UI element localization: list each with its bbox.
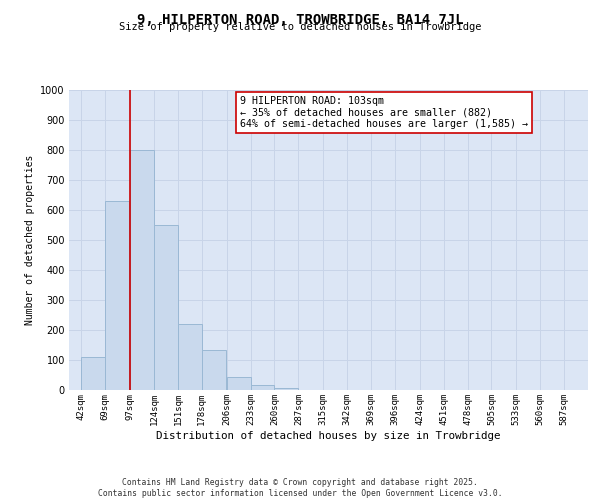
- Text: Contains HM Land Registry data © Crown copyright and database right 2025.
Contai: Contains HM Land Registry data © Crown c…: [98, 478, 502, 498]
- Bar: [178, 324, 202, 390]
- Bar: [251, 384, 274, 390]
- Bar: [227, 378, 251, 390]
- Bar: [130, 150, 154, 390]
- X-axis label: Distribution of detached houses by size in Trowbridge: Distribution of detached houses by size …: [156, 430, 501, 440]
- Text: Size of property relative to detached houses in Trowbridge: Size of property relative to detached ho…: [119, 22, 481, 32]
- Bar: [106, 201, 129, 390]
- Bar: [274, 388, 298, 390]
- Bar: [154, 225, 178, 390]
- Y-axis label: Number of detached properties: Number of detached properties: [25, 155, 35, 325]
- Bar: [82, 357, 106, 390]
- Text: 9, HILPERTON ROAD, TROWBRIDGE, BA14 7JL: 9, HILPERTON ROAD, TROWBRIDGE, BA14 7JL: [137, 12, 463, 26]
- Text: 9 HILPERTON ROAD: 103sqm
← 35% of detached houses are smaller (882)
64% of semi-: 9 HILPERTON ROAD: 103sqm ← 35% of detach…: [240, 96, 528, 129]
- Bar: [202, 350, 226, 390]
